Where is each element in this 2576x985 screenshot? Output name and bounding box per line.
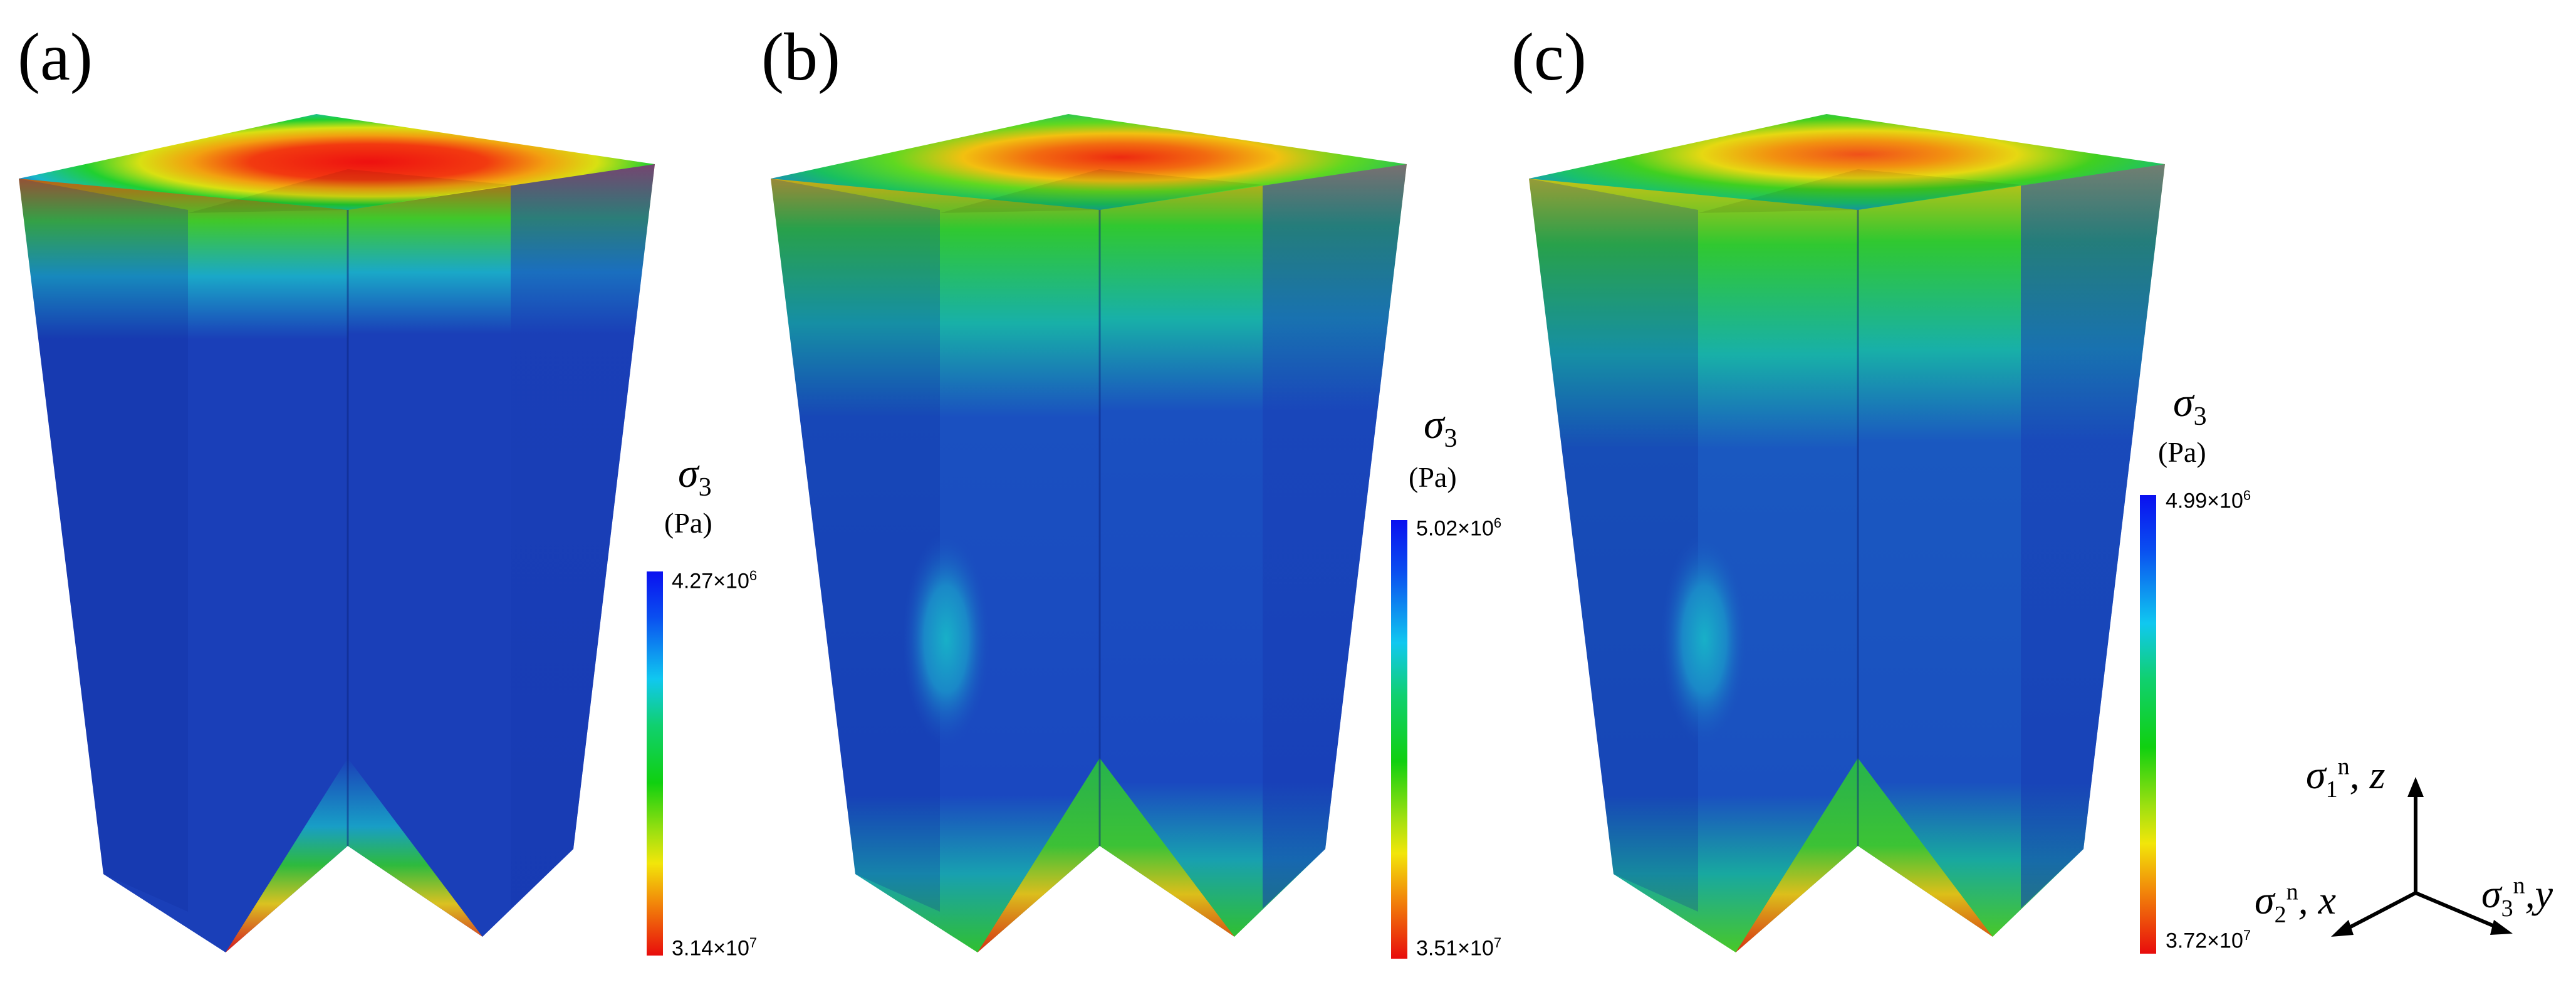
notch-face-b [978, 758, 1234, 952]
axis-z-arrowhead [2407, 777, 2424, 797]
right-outer-face-c [2021, 164, 2165, 909]
panel-label-b: (b) [761, 20, 840, 95]
left-face-a [19, 166, 348, 952]
colorbar-a-unit: (Pa) [664, 507, 712, 539]
block-a [19, 114, 655, 952]
stress-spot-c [1661, 533, 1748, 746]
axis-triad [2331, 777, 2513, 937]
block-b [771, 114, 1407, 952]
top-cut-shade-c [1698, 169, 2021, 213]
left-outer-shade-c [1529, 179, 1698, 912]
colorbar-c-unit: (Pa) [2158, 436, 2206, 468]
colorbar-c-min-label: 3.72×107 [2166, 927, 2251, 953]
left-outer-shade-b [771, 179, 940, 912]
panel-label-c: (c) [1511, 20, 1587, 95]
top-face-c [1529, 114, 2165, 210]
colorbar-a-min-label: 3.14×107 [672, 935, 758, 961]
notch-face-a [226, 758, 482, 952]
axis-label-z: σ1n, z [2306, 753, 2386, 803]
colorbar-c [2140, 495, 2156, 954]
top-face-a [19, 114, 655, 210]
panel-label-a: (a) [18, 20, 93, 95]
colorbar-c-max-label: 4.99×106 [2166, 487, 2251, 513]
notch-face-c [1736, 758, 1993, 952]
axis-x-arrowhead [2331, 920, 2354, 937]
colorbar-b-title: σ3 [1424, 402, 1457, 454]
colorbar-a [647, 571, 663, 956]
top-cut-shade-b [940, 169, 1263, 213]
top-cut-shade-a [188, 169, 511, 213]
top-face-b [771, 114, 1407, 210]
right-outer-face-a [511, 164, 655, 909]
right-outer-face-b [1263, 164, 1407, 909]
colorbar-b-min-label: 3.51×107 [1416, 935, 1502, 961]
axis-label-y: σ3n,y [2481, 872, 2553, 922]
block-c [1529, 114, 2165, 952]
colorbar-b [1391, 520, 1407, 959]
colorbar-c-title: σ3 [2173, 380, 2207, 432]
axis-label-x: σ2n, x [2255, 878, 2336, 928]
colorbar-a-title: σ3 [678, 451, 712, 503]
colorbar-b-max-label: 5.02×106 [1416, 515, 1502, 541]
left-outer-shade-a [19, 179, 188, 912]
axis-x-line [2342, 891, 2417, 932]
colorbar-b-unit: (Pa) [1409, 461, 1457, 493]
colorbars [647, 495, 2156, 959]
axis-y-line [2414, 891, 2501, 930]
colorbar-a-max-label: 4.27×106 [672, 568, 758, 593]
stress-blocks [19, 114, 2165, 952]
axis-y-arrowhead [2490, 920, 2513, 935]
stress-spot-b [902, 533, 990, 746]
